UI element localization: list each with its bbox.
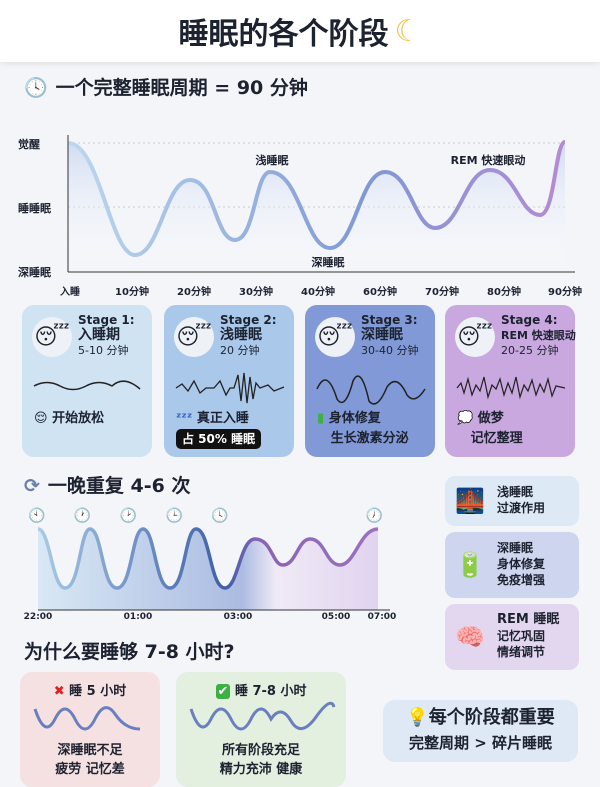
tip-card: 💡每个阶段都重要 完整周期 > 碎片睡眠 (383, 700, 578, 762)
stage-card-3: 😴 Stage 3: 深睡眠 30-40 分钟 ▮ 身体修复 生长激素分泌 (305, 305, 435, 457)
seven-hours-card: ✔ 睡 7-8 小时 所有阶段充足 精力充沛 健康 (176, 672, 346, 787)
sleeping-person-icon: 😴 (315, 317, 355, 357)
wave-illustration (33, 706, 141, 731)
x-label: 70分钟 (425, 287, 459, 298)
time-label: 03:00 (223, 612, 253, 622)
x-label: 10分钟 (115, 287, 149, 298)
battery-icon: ▮ (317, 411, 325, 426)
five-hours-card: ✖ 睡 5 小时 深睡眠不足 疲劳 记忆差 (20, 672, 160, 787)
stage-card-1: 😴 Stage 1: 入睡期 5-10 分钟 😌 开始放松 (22, 305, 152, 457)
time-label: 07:00 (367, 612, 397, 622)
y-label: 睡睡眠 (18, 202, 51, 215)
brainwave (456, 376, 566, 400)
time-label: 22:00 (23, 612, 53, 622)
x-label: 60分钟 (363, 287, 397, 298)
clock-icon: 🕒 (165, 508, 183, 524)
relieved-face-icon: 😌 (34, 411, 48, 426)
why-heading: 为什么要睡够 7-8 小时? (24, 641, 235, 663)
page-title: 睡眠的各个阶段 ☾ (0, 0, 600, 62)
x-label: 40分钟 (301, 287, 335, 298)
brain-icon: 🧠 (455, 623, 485, 651)
annotation: 深睡眠 (311, 256, 345, 269)
crescent-moon-icon: ☾ (394, 13, 422, 49)
time-label: 05:00 (321, 612, 351, 622)
check-mark-icon: ✔ (215, 684, 231, 699)
clock-markers: 🕙 🕐 🕑 🕒 🕓 🕖 (28, 508, 383, 524)
stage-card-4: 😴 Stage 4: REM 快速眼动 20-25 分钟 💭 做梦 记忆整理 (445, 305, 576, 457)
annotation: 浅睡眠 (255, 154, 289, 167)
clock-icon: 🕖 (365, 508, 383, 524)
benefit-deep-sleep: 🔋 深睡眠 身体修复 免疫增强 (445, 532, 579, 598)
time-label: 01:00 (123, 612, 153, 622)
annotation: REM 快速眼动 (450, 154, 526, 167)
light-bulb-icon: 💡 (406, 707, 429, 728)
clock-icon: 🕐 (73, 508, 92, 524)
cycle-chart (67, 135, 575, 273)
clock-icon: 🕑 (119, 508, 138, 524)
zzz-icon: ᶻᶻᶻ (176, 411, 193, 426)
x-label: 30分钟 (239, 287, 273, 298)
clock-icon: 🕓 (24, 77, 48, 99)
thought-bubble-icon: 💭 (457, 411, 474, 426)
cycle-heading: 🕓 一个完整睡眠周期 = 90 分钟 (24, 77, 308, 99)
sleeping-person-icon: 😴 (455, 317, 495, 357)
x-label: 入睡 (60, 287, 80, 298)
x-label: 20分钟 (177, 287, 211, 298)
night-chart (37, 527, 390, 611)
y-label: 深睡眠 (18, 266, 51, 279)
benefit-rem-sleep: 🧠 REM 睡眠 记忆巩固 情绪调节 (445, 604, 579, 670)
battery-charging-icon: 🔋 (455, 551, 485, 579)
night-heading: ⟳ 一晚重复 4-6 次 (24, 475, 191, 497)
benefit-light-sleep: 🌉 浅睡眠 过渡作用 (445, 476, 579, 526)
cross-mark-icon: ✖ (53, 684, 65, 699)
sleeping-person-icon: 😴 (174, 317, 214, 357)
repeat-icon: ⟳ (24, 475, 40, 497)
wave-illustration (189, 701, 336, 731)
brainwave (33, 380, 141, 391)
bridge-icon: 🌉 (455, 487, 485, 515)
clock-icon: 🕓 (211, 508, 229, 524)
stage-card-2: 😴 Stage 2: 浅睡眠 20 分钟 ᶻᶻᶻ 真正入睡占 50% 睡眠 (164, 305, 294, 457)
brainwave (316, 375, 426, 405)
y-label: 觉醒 (18, 138, 40, 151)
x-label: 90分钟 (548, 287, 582, 298)
sleeping-person-icon: 😴 (32, 317, 72, 357)
x-label: 80分钟 (487, 287, 521, 298)
percentage-badge: 占 50% 睡眠 (176, 429, 262, 449)
clock-icon: 🕙 (28, 508, 46, 524)
brainwave (175, 372, 285, 404)
